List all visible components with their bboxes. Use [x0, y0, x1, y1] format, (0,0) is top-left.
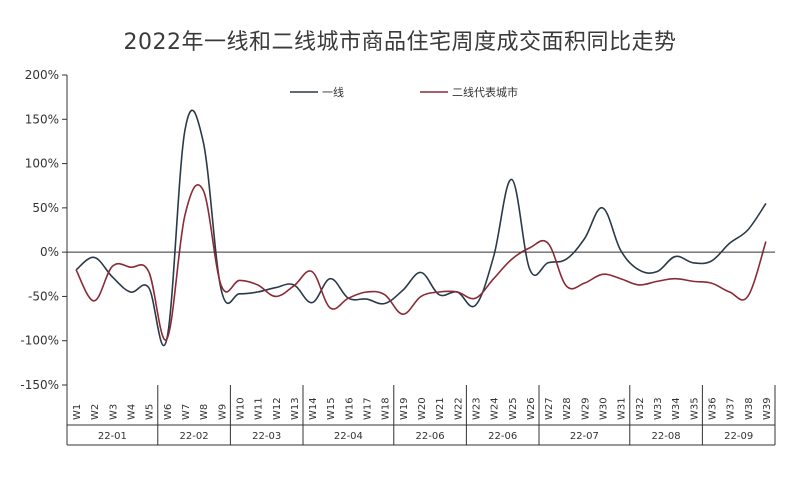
x-tick-label: W30 — [599, 397, 610, 420]
y-tick-label: -100% — [20, 334, 59, 348]
y-tick-label: 50% — [32, 201, 59, 215]
group-label: 22-08 — [652, 431, 681, 442]
y-tick-label: 200% — [25, 68, 59, 82]
x-tick-label: W2 — [90, 404, 101, 420]
x-tick-label: W25 — [508, 397, 519, 420]
y-tick-label: 150% — [25, 112, 59, 126]
x-tick-label: W34 — [671, 397, 682, 420]
y-tick-label: -50% — [28, 289, 59, 303]
group-label: 22-07 — [570, 431, 599, 442]
x-tick-label: W37 — [726, 397, 737, 420]
x-tick-label: W33 — [653, 397, 664, 420]
x-tick-label: W15 — [326, 397, 337, 420]
x-tick-label: W18 — [381, 397, 392, 420]
x-tick-label: W32 — [635, 397, 646, 420]
x-tick-label: W23 — [471, 397, 482, 420]
x-tick-label: W36 — [707, 397, 718, 420]
group-label: 22-02 — [180, 431, 209, 442]
y-axis-ticks: 200% 150% 100% 50% 0% -50% -100% -150% — [20, 68, 67, 392]
y-tick-label: -150% — [20, 378, 59, 392]
x-tick-label: W14 — [308, 397, 319, 420]
group-label: 22-09 — [724, 431, 753, 442]
x-tick-label: W6 — [163, 404, 174, 420]
x-tick-label: W1 — [72, 404, 83, 420]
x-tick-label: W20 — [417, 397, 428, 420]
x-tick-label: W3 — [108, 404, 119, 420]
x-tick-label: W22 — [453, 397, 464, 420]
x-tick-label: W24 — [490, 397, 501, 420]
group-label: 22-03 — [252, 431, 281, 442]
group-label: 22-04 — [334, 431, 363, 442]
group-label: 22-01 — [98, 431, 127, 442]
x-tick-label: W21 — [435, 397, 446, 420]
x-tick-label: W7 — [181, 404, 192, 420]
x-tick-label: W29 — [580, 397, 591, 420]
x-tick-label: W19 — [399, 397, 410, 420]
x-tick-label: W35 — [689, 397, 700, 420]
x-tick-label: W9 — [217, 404, 228, 420]
legend-label-2: 二线代表城市 — [452, 85, 518, 99]
x-tick-label: W28 — [562, 397, 573, 420]
x-tick-label: W10 — [235, 397, 246, 420]
series-line-1 — [75, 109, 767, 347]
legend: 一线 二线代表城市 — [290, 85, 518, 99]
x-tick-label: W13 — [290, 397, 301, 420]
series-line-2 — [75, 184, 767, 341]
x-tick-label: W39 — [762, 397, 773, 420]
x-tick-label: W26 — [526, 397, 537, 420]
x-tick-label: W17 — [363, 397, 374, 420]
x-tick-label: W16 — [344, 397, 355, 420]
x-tick-label: W12 — [272, 397, 283, 420]
x-tick-label: W5 — [145, 404, 156, 420]
legend-label-1: 一线 — [322, 85, 344, 99]
y-tick-label: 0% — [40, 245, 59, 259]
y-tick-label: 100% — [25, 157, 59, 171]
group-label: 22-06 — [488, 431, 517, 442]
x-tick-label: W27 — [544, 397, 555, 420]
chart-title: 2022年一线和二线城市商品住宅周度成交面积同比走势 — [123, 30, 677, 55]
x-tick-label: W4 — [127, 404, 138, 420]
series-lines — [75, 109, 767, 347]
x-axis-ticks: W1 W2 W3 W4 W5 W6 W7 W8 W9 W10 W11 W12 W13 W14 W15 W16 W… — [72, 397, 773, 420]
x-tick-label: W8 — [199, 404, 210, 420]
x-tick-label: W31 — [617, 397, 628, 420]
group-label: 22-06 — [416, 431, 445, 442]
x-tick-label: W11 — [254, 397, 265, 420]
x-tick-label: W38 — [744, 397, 755, 420]
